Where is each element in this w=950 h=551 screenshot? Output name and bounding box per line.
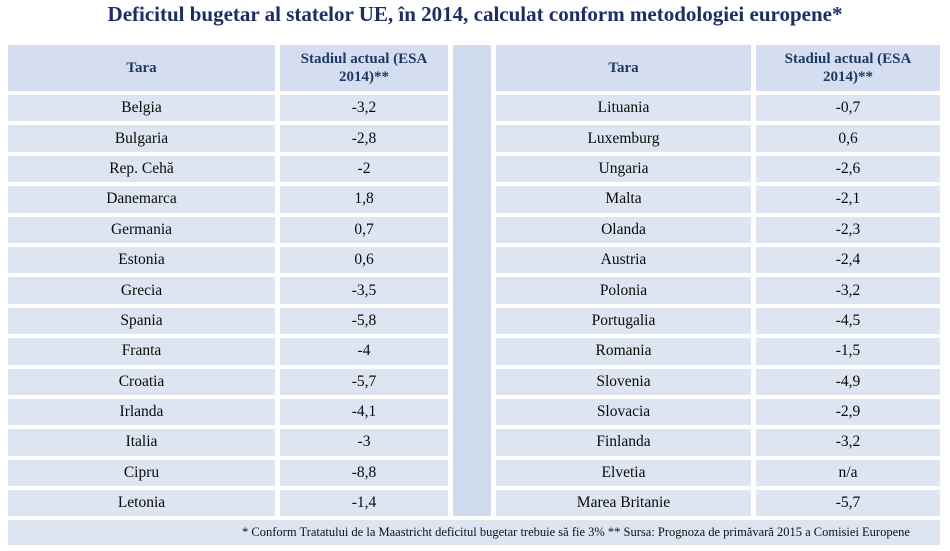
- country-cell: Luxemburg: [496, 125, 751, 152]
- deficit-table-left: Tara Stadiul actual (ESA 2014)** Belgia …: [8, 45, 448, 517]
- country-cell: Slovenia: [496, 368, 751, 395]
- value-cell: -2,1: [756, 186, 940, 213]
- value-cell: -5,8: [280, 307, 448, 335]
- country-cell: Austria: [496, 246, 751, 274]
- country-cell: Belgia: [8, 95, 275, 122]
- country-cell: Romania: [496, 338, 751, 365]
- country-cell: Portugalia: [496, 307, 751, 335]
- value-cell: -1,5: [756, 338, 940, 365]
- column-header-country: Tara: [8, 45, 275, 91]
- country-cell: Spania: [8, 307, 275, 335]
- country-cell: Croatia: [8, 368, 275, 395]
- value-cell: -2,6: [756, 155, 940, 183]
- value-cell: -4,5: [756, 307, 940, 335]
- country-cell: Slovacia: [496, 398, 751, 426]
- value-cell: -3,2: [756, 429, 940, 456]
- column-header-value: Stadiul actual (ESA 2014)**: [756, 45, 940, 91]
- value-cell: -4: [280, 338, 448, 365]
- value-cell: -3,5: [280, 277, 448, 304]
- value-cell: n/a: [756, 459, 940, 487]
- table-divider: [453, 45, 491, 517]
- column-header-value: Stadiul actual (ESA 2014)**: [280, 45, 448, 91]
- country-cell: Irlanda: [8, 398, 275, 426]
- country-cell: Franta: [8, 338, 275, 365]
- tables-container: Tara Stadiul actual (ESA 2014)** Belgia …: [8, 45, 940, 517]
- country-cell: Finlanda: [496, 429, 751, 456]
- country-cell: Ungaria: [496, 155, 751, 183]
- country-cell: Letonia: [8, 490, 275, 517]
- country-cell: Estonia: [8, 246, 275, 274]
- country-cell: Lituania: [496, 95, 751, 122]
- value-cell: -1,4: [280, 490, 448, 517]
- value-cell: -2,8: [280, 125, 448, 152]
- value-cell: 1,8: [280, 186, 448, 213]
- value-cell: -3,2: [280, 95, 448, 122]
- value-cell: -4,1: [280, 398, 448, 426]
- value-cell: -2,3: [756, 216, 940, 243]
- value-cell: -8,8: [280, 459, 448, 487]
- value-cell: 0,7: [280, 216, 448, 243]
- country-cell: Polonia: [496, 277, 751, 304]
- value-cell: -0,7: [756, 95, 940, 122]
- country-cell: Cipru: [8, 459, 275, 487]
- country-cell: Germania: [8, 216, 275, 243]
- deficit-table-right: Tara Stadiul actual (ESA 2014)** Lituani…: [496, 45, 940, 517]
- country-cell: Rep. Cehă: [8, 155, 275, 183]
- value-cell: -2: [280, 155, 448, 183]
- value-cell: -3,2: [756, 277, 940, 304]
- country-cell: Danemarca: [8, 186, 275, 213]
- value-cell: -5,7: [756, 490, 940, 517]
- value-cell: -2,4: [756, 246, 940, 274]
- value-cell: -2,9: [756, 398, 940, 426]
- country-cell: Bulgaria: [8, 125, 275, 152]
- page-title: Deficitul bugetar al statelor UE, în 201…: [107, 2, 843, 26]
- column-header-country: Tara: [496, 45, 751, 91]
- value-cell: 0,6: [756, 125, 940, 152]
- value-cell: -5,7: [280, 368, 448, 395]
- footnote: * Conform Tratatului de la Maastricht de…: [8, 520, 940, 545]
- country-cell: Grecia: [8, 277, 275, 304]
- country-cell: Elvetia: [496, 459, 751, 487]
- country-cell: Olanda: [496, 216, 751, 243]
- value-cell: -3: [280, 429, 448, 456]
- value-cell: -4,9: [756, 368, 940, 395]
- value-cell: 0,6: [280, 246, 448, 274]
- country-cell: Marea Britanie: [496, 490, 751, 517]
- country-cell: Italia: [8, 429, 275, 456]
- country-cell: Malta: [496, 186, 751, 213]
